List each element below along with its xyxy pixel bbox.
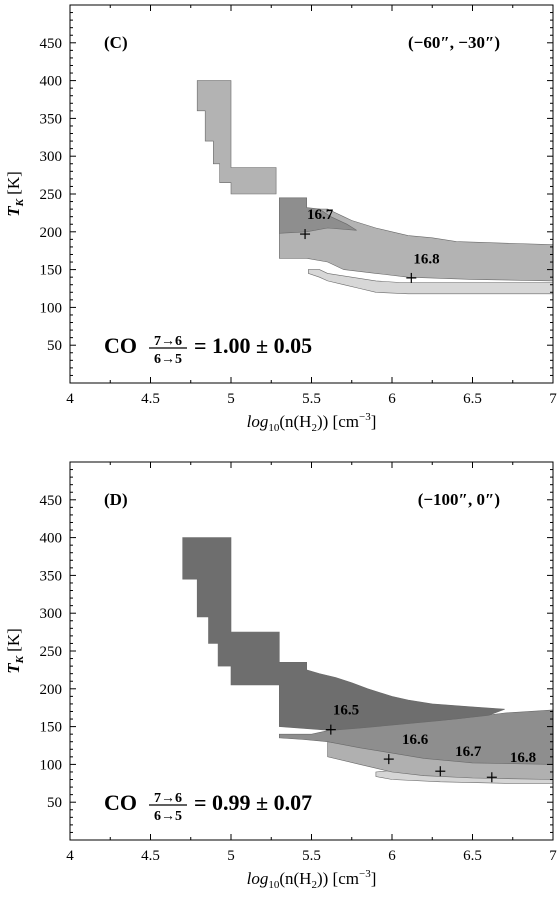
y-tick-label: 350 [40,111,63,127]
contour-label: 16.5 [333,703,359,719]
x-tick-label: 6 [388,391,396,407]
ratio-value: = 1.00 ± 0.05 [194,333,312,358]
y-tick-label: 100 [40,757,63,773]
x-tick-label: 6.5 [463,391,482,407]
region-light-0 [307,269,554,295]
contour-label: 16.8 [413,252,439,268]
x-tick-label: 6.5 [463,848,482,864]
y-tick-label: 150 [40,720,63,736]
region-mid-1 [278,197,554,282]
y-tick-label: 200 [40,682,63,698]
ratio-value: = 0.99 ± 0.07 [194,790,312,815]
x-tick-label: 5 [227,391,235,407]
position-label: (−100″, 0″) [418,490,500,509]
y-tick-label: 150 [40,263,63,279]
y-axis-title: TK [K] [4,628,26,674]
ratio-denominator: 6→5 [154,352,182,367]
x-tick-label: 7 [549,391,557,407]
x-tick-label: 5.5 [302,391,321,407]
x-tick-label: 4.5 [141,391,160,407]
ratio-prefix: CO [104,333,137,358]
y-tick-label: 50 [47,338,62,354]
ratio-prefix: CO [104,790,137,815]
y-tick-label: 50 [47,795,62,811]
y-tick-label: 250 [40,187,63,203]
y-tick-label: 300 [40,606,63,622]
plot-frame [69,4,554,384]
region-dark-2 [278,197,357,234]
contour-label: 16.8 [510,750,536,766]
position-label: (−60″, −30″) [408,33,500,52]
x-tick-label: 4.5 [141,848,160,864]
y-tick-label: 350 [40,568,63,584]
y-axis-title: TK [K] [4,171,26,217]
y-tick-label: 300 [40,149,63,165]
panel-label: (C) [104,33,128,52]
plot-frame [69,461,554,841]
ratio-numerator: 7→6 [154,791,182,806]
region-mid-3 [196,80,277,195]
ratio-denominator: 6→5 [154,809,182,824]
contour-label: 16.7 [455,744,482,760]
panel-d: 4 4.5 5 5.5 6 6.5 7 50 100 150 200 250 300 350 400 450 1… [4,461,557,891]
y-tick-label: 200 [40,225,63,241]
x-tick-label: 6 [388,848,396,864]
y-tick-label: 400 [40,531,63,547]
y-tick-label: 450 [40,36,63,52]
x-tick-label: 4 [66,391,74,407]
x-axis-title: log10(n(H2)) [cm−3] [247,411,377,434]
x-tick-label: 7 [549,848,557,864]
x-axis-title: log10(n(H2)) [cm−3] [247,868,377,891]
x-tick-label: 5.5 [302,848,321,864]
contour-label: 16.6 [402,732,429,748]
region-darkest-3 [182,537,505,731]
x-tick-label: 5 [227,848,235,864]
ratio-numerator: 7→6 [154,334,182,349]
panel-c: 4 4.5 5 5.5 6 6.5 7 50 100 150 200 250 300 350 400 450 1… [4,4,557,434]
contour-label: 16.7 [307,207,334,223]
y-tick-label: 100 [40,300,63,316]
x-tick-label: 4 [66,848,74,864]
y-tick-label: 450 [40,493,63,509]
y-tick-label: 250 [40,644,63,660]
panel-label: (D) [104,490,128,509]
y-tick-label: 400 [40,74,63,90]
